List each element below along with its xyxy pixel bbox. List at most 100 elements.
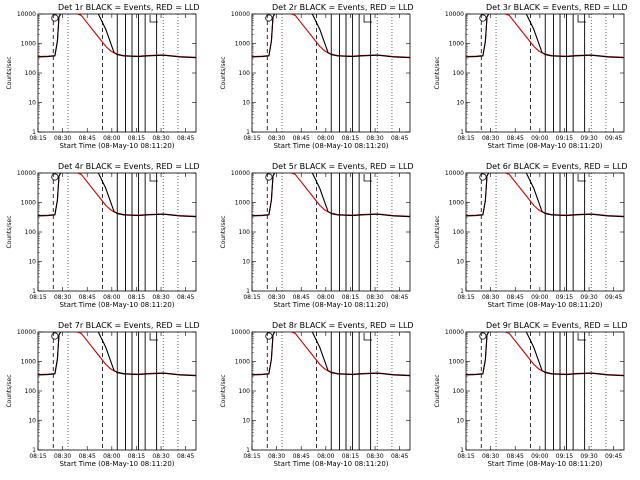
series-events [466, 332, 624, 377]
y-tick-label: 100 [453, 229, 465, 236]
x-tick-label: 08:45 [177, 453, 194, 460]
panel-title: Det 9r BLACK = Events, RED = LLD [486, 321, 628, 330]
x-tick-label: 09:30 [580, 453, 597, 460]
y-tick-label: 100 [239, 388, 251, 395]
x-tick-label: 08:15 [128, 135, 145, 142]
x-tick-label: 08:00 [103, 135, 120, 142]
x-tick-label: 09:15 [556, 453, 573, 460]
x-axis-label: Start Time (08-May-10 08:11:20) [59, 301, 174, 309]
x-tick-label: 08:30 [366, 453, 383, 460]
y-tick-label: 10000 [231, 170, 250, 177]
y-axis-label: Counts/sec [220, 215, 227, 248]
saa-marker-circle [479, 14, 487, 22]
detector-panel-9: Det 9r BLACK = Events, RED = LLD 1 10 100 10… [434, 321, 628, 468]
y-tick-label: 1 [246, 447, 250, 454]
bracket-marker [149, 174, 159, 182]
y-tick-label: 10000 [231, 11, 250, 18]
x-axis-label: Start Time (08-May-10 08:11:20) [273, 460, 388, 468]
bracket-marker [577, 174, 587, 182]
panel-title: Det 3r BLACK = Events, RED = LLD [486, 3, 628, 12]
x-tick-label: 08:30 [152, 135, 169, 142]
y-tick-label: 100 [239, 229, 251, 236]
x-axis-label: Start Time (08-May-10 08:11:20) [487, 301, 602, 309]
saa-marker-circle [265, 173, 273, 181]
x-tick-label: 08:00 [317, 294, 334, 301]
x-tick-label: 08:30 [268, 294, 285, 301]
y-tick-label: 1000 [449, 359, 464, 366]
detector-panel-2: Det 2r BLACK = Events, RED = LLD 1 10 100 10… [220, 3, 414, 150]
x-tick-label: 08:15 [342, 135, 359, 142]
bracket-marker [363, 15, 373, 23]
y-tick-label: 10000 [231, 329, 250, 336]
x-tick-label: 08:15 [457, 453, 474, 460]
x-tick-label: 08:30 [54, 453, 71, 460]
panel-title: Det 6r BLACK = Events, RED = LLD [486, 162, 628, 171]
y-tick-label: 1000 [21, 200, 36, 207]
x-tick-label: 08:15 [457, 294, 474, 301]
x-tick-label: 08:15 [243, 294, 260, 301]
x-tick-label: 09:00 [531, 294, 548, 301]
y-tick-label: 100 [25, 229, 37, 236]
x-tick-label: 08:45 [293, 453, 310, 460]
y-tick-label: 1000 [449, 41, 464, 48]
y-tick-label: 1 [246, 129, 250, 136]
detector-panel-1: Det 1r BLACK = Events, RED = LLD 1 10 100 10… [6, 3, 200, 150]
detector-panel-6: Det 6r BLACK = Events, RED = LLD 1 10 100 10… [434, 162, 628, 309]
x-tick-label: 08:30 [268, 453, 285, 460]
series-events [38, 332, 196, 377]
x-tick-label: 09:00 [531, 453, 548, 460]
y-tick-label: 1000 [21, 41, 36, 48]
x-tick-label: 08:15 [243, 135, 260, 142]
x-tick-label: 09:45 [605, 135, 622, 142]
x-tick-label: 08:45 [507, 453, 524, 460]
bracket-marker [577, 15, 587, 23]
y-tick-label: 1000 [235, 359, 250, 366]
x-tick-label: 08:00 [103, 453, 120, 460]
x-tick-label: 08:45 [293, 294, 310, 301]
x-tick-label: 08:45 [177, 294, 194, 301]
y-tick-label: 100 [453, 388, 465, 395]
x-axis-label: Start Time (08-May-10 08:11:20) [487, 460, 602, 468]
y-tick-label: 1000 [449, 200, 464, 207]
series-events [252, 332, 410, 377]
x-tick-label: 08:30 [54, 294, 71, 301]
panel-title: Det 8r BLACK = Events, RED = LLD [272, 321, 414, 330]
x-tick-label: 08:30 [366, 294, 383, 301]
y-tick-label: 10 [456, 100, 464, 107]
x-tick-label: 09:15 [556, 135, 573, 142]
x-tick-label: 08:45 [293, 135, 310, 142]
x-tick-label: 09:00 [531, 135, 548, 142]
x-tick-label: 08:15 [29, 294, 46, 301]
x-tick-label: 08:30 [268, 135, 285, 142]
series-events [466, 173, 624, 218]
y-axis-label: Counts/sec [434, 215, 441, 248]
bracket-marker [577, 333, 587, 341]
detector-panel-5: Det 5r BLACK = Events, RED = LLD 1 10 100 10… [220, 162, 414, 309]
saa-marker-circle [479, 332, 487, 340]
y-tick-label: 1 [246, 288, 250, 295]
y-tick-label: 10000 [17, 170, 36, 177]
detector-panel-4: Det 4r BLACK = Events, RED = LLD 1 10 100 10… [6, 162, 200, 309]
x-tick-label: 08:15 [342, 294, 359, 301]
y-tick-label: 10 [456, 418, 464, 425]
panel-title: Det 2r BLACK = Events, RED = LLD [272, 3, 414, 12]
series-events [252, 14, 410, 59]
x-tick-label: 09:30 [580, 294, 597, 301]
detector-panel-8: Det 8r BLACK = Events, RED = LLD 1 10 100 10… [220, 321, 414, 468]
x-axis-label: Start Time (08-May-10 08:11:20) [487, 142, 602, 150]
saa-marker-circle [265, 14, 273, 22]
x-tick-label: 08:30 [482, 294, 499, 301]
y-tick-label: 10 [242, 418, 250, 425]
x-tick-label: 09:45 [605, 294, 622, 301]
series-events [252, 173, 410, 218]
x-tick-label: 08:00 [317, 453, 334, 460]
y-tick-label: 1000 [235, 200, 250, 207]
x-axis-label: Start Time (08-May-10 08:11:20) [273, 301, 388, 309]
series-events [466, 14, 624, 59]
y-tick-label: 1 [32, 288, 36, 295]
y-tick-label: 10000 [445, 11, 464, 18]
x-axis-label: Start Time (08-May-10 08:11:20) [59, 460, 174, 468]
x-tick-label: 08:45 [79, 453, 96, 460]
y-tick-label: 1 [460, 447, 464, 454]
